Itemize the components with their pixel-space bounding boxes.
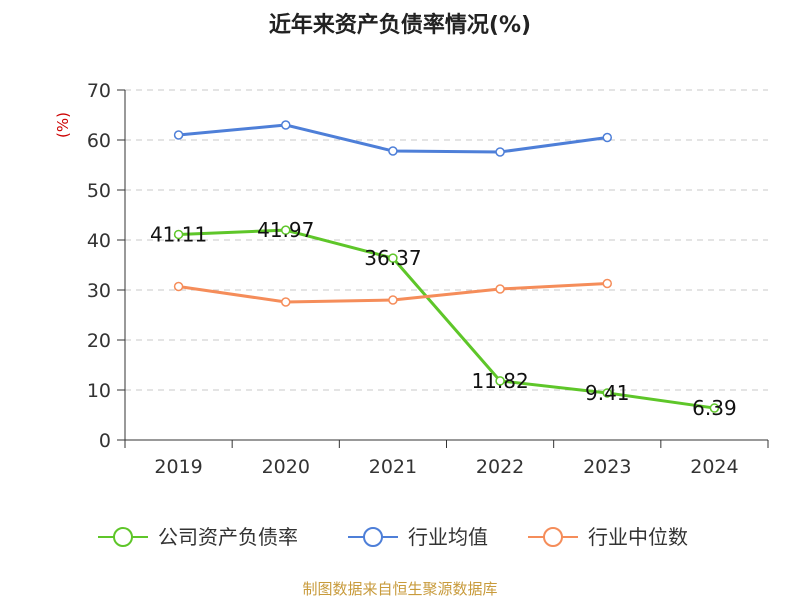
- y-tick-label: 40: [87, 230, 111, 252]
- data-point[interactable]: [173, 229, 184, 240]
- data-label: 6.39: [692, 396, 737, 420]
- data-point[interactable]: [602, 132, 612, 143]
- data-point[interactable]: [388, 146, 398, 156]
- data-point[interactable]: [388, 295, 398, 305]
- y-tick-label: 10: [87, 380, 111, 402]
- data-point[interactable]: [709, 403, 720, 413]
- y-tick-label: 20: [87, 330, 111, 352]
- data-labels: 41.11 41.97 36.37 11.82 9.41 6.39: [150, 218, 737, 420]
- data-label: 36.37: [364, 246, 421, 270]
- x-tick-label: 2020: [262, 456, 310, 478]
- chart-title: 近年来资产负债率情况(%): [269, 12, 531, 38]
- data-point[interactable]: [388, 253, 398, 263]
- data-point[interactable]: [281, 120, 291, 130]
- legend-marker[interactable]: [543, 527, 563, 547]
- x-tick-label: 2024: [690, 456, 738, 478]
- legend-label[interactable]: 行业均值: [408, 525, 488, 549]
- axes: 0 10 20 30 40 50 60 70 2019 2020 2021 2022 2023 2024: [87, 80, 769, 478]
- data-point[interactable]: [173, 281, 184, 292]
- data-point[interactable]: [173, 130, 184, 140]
- x-tick-label: 2021: [369, 456, 417, 478]
- source-note: 制图数据来自恒生聚源数据库: [302, 580, 497, 598]
- series-group: [173, 120, 720, 413]
- data-point[interactable]: [281, 297, 291, 307]
- data-point[interactable]: [495, 147, 505, 157]
- legend-marker[interactable]: [363, 527, 383, 547]
- legend-label[interactable]: 行业中位数: [588, 525, 688, 549]
- data-label: 41.11: [150, 222, 207, 246]
- data-label: 11.82: [471, 369, 528, 393]
- data-label: 41.97: [257, 218, 314, 242]
- x-tick-label: 2023: [583, 456, 631, 478]
- legend-label[interactable]: 公司资产负债率: [158, 525, 298, 549]
- data-label: 9.41: [585, 381, 630, 405]
- legend[interactable]: 公司资产负债率 行业均值 行业中位数: [98, 525, 688, 549]
- y-tick-label: 60: [87, 130, 111, 152]
- series-line-0: [178, 228, 715, 410]
- y-tick-label: 50: [87, 180, 111, 202]
- gridlines: [125, 89, 768, 391]
- data-point[interactable]: [495, 376, 505, 386]
- legend-marker[interactable]: [113, 527, 133, 547]
- y-tick-label: 30: [87, 280, 111, 302]
- x-tick-label: 2019: [154, 456, 202, 478]
- y-axis-label: (%): [54, 112, 72, 138]
- y-tick-label: 0: [99, 430, 111, 452]
- data-point[interactable]: [495, 284, 505, 294]
- data-point[interactable]: [281, 225, 291, 235]
- data-point[interactable]: [602, 278, 612, 289]
- x-tick-label: 2022: [476, 456, 524, 478]
- y-tick-label: 70: [87, 80, 111, 102]
- data-point[interactable]: [602, 388, 612, 398]
